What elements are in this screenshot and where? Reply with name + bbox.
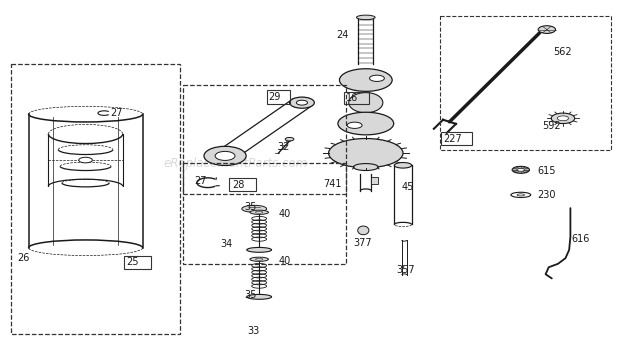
Text: 24: 24 bbox=[337, 30, 349, 40]
Text: 27: 27 bbox=[194, 176, 206, 186]
Bar bbox=[267, 90, 290, 104]
Text: 615: 615 bbox=[537, 166, 556, 175]
Ellipse shape bbox=[511, 192, 531, 198]
Text: 616: 616 bbox=[571, 234, 590, 244]
Text: 741: 741 bbox=[324, 179, 342, 189]
Bar bbox=[371, 177, 378, 184]
Text: 32: 32 bbox=[278, 142, 290, 152]
Ellipse shape bbox=[255, 258, 263, 260]
Bar bbox=[124, 256, 151, 269]
Bar bbox=[11, 64, 180, 334]
Ellipse shape bbox=[347, 122, 362, 128]
Ellipse shape bbox=[338, 112, 394, 135]
Text: 35: 35 bbox=[244, 290, 257, 300]
Bar bbox=[183, 85, 346, 194]
Text: 34: 34 bbox=[220, 239, 232, 248]
Text: 35: 35 bbox=[244, 203, 257, 212]
Ellipse shape bbox=[290, 97, 314, 108]
Text: 227: 227 bbox=[443, 134, 462, 144]
Ellipse shape bbox=[329, 139, 403, 168]
Bar bbox=[183, 163, 346, 264]
Bar bbox=[344, 92, 369, 104]
Ellipse shape bbox=[255, 211, 263, 213]
Text: 40: 40 bbox=[279, 256, 291, 266]
Text: 377: 377 bbox=[353, 238, 372, 248]
Text: 230: 230 bbox=[537, 190, 556, 200]
Text: 26: 26 bbox=[17, 253, 30, 262]
Text: 592: 592 bbox=[542, 121, 561, 131]
Text: 40: 40 bbox=[279, 209, 291, 219]
Text: 357: 357 bbox=[397, 265, 415, 275]
Text: 33: 33 bbox=[247, 326, 260, 335]
Ellipse shape bbox=[242, 205, 267, 212]
Ellipse shape bbox=[79, 157, 92, 163]
Bar bbox=[441, 132, 472, 145]
Ellipse shape bbox=[247, 294, 272, 299]
Ellipse shape bbox=[538, 26, 556, 33]
Text: 28: 28 bbox=[232, 180, 244, 190]
Ellipse shape bbox=[356, 15, 375, 19]
Ellipse shape bbox=[557, 116, 569, 121]
Ellipse shape bbox=[215, 151, 235, 160]
Ellipse shape bbox=[517, 194, 525, 196]
Ellipse shape bbox=[250, 257, 268, 261]
Ellipse shape bbox=[339, 69, 392, 92]
Ellipse shape bbox=[348, 93, 383, 113]
Text: 29: 29 bbox=[268, 92, 281, 102]
Ellipse shape bbox=[204, 146, 246, 165]
Ellipse shape bbox=[250, 210, 268, 214]
Ellipse shape bbox=[394, 163, 412, 168]
Text: 25: 25 bbox=[126, 258, 138, 267]
Ellipse shape bbox=[517, 168, 525, 171]
Bar bbox=[440, 16, 611, 150]
Ellipse shape bbox=[296, 100, 308, 105]
Text: eReplacementParts.com: eReplacementParts.com bbox=[164, 157, 308, 170]
Ellipse shape bbox=[353, 164, 378, 171]
Ellipse shape bbox=[370, 75, 384, 81]
Ellipse shape bbox=[512, 166, 529, 173]
Text: 562: 562 bbox=[553, 47, 572, 56]
Ellipse shape bbox=[285, 137, 294, 141]
Text: 27: 27 bbox=[110, 108, 123, 118]
Bar bbox=[229, 178, 256, 191]
Ellipse shape bbox=[358, 226, 369, 235]
Text: 45: 45 bbox=[402, 182, 414, 192]
Text: 16: 16 bbox=[346, 93, 358, 103]
Ellipse shape bbox=[247, 247, 272, 252]
Ellipse shape bbox=[551, 113, 575, 124]
